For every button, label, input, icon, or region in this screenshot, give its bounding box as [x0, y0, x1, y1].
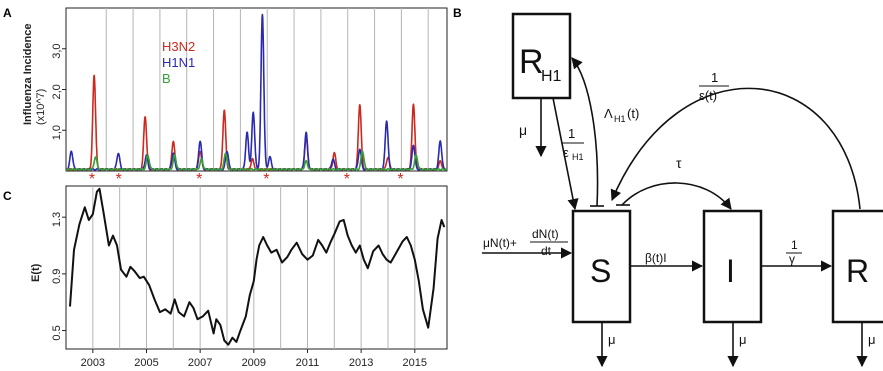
- node-i-label: I: [726, 253, 735, 289]
- epidemic-marker: *: [89, 171, 95, 188]
- arrow-r-to-s: [610, 87, 861, 210]
- i-death-rate: μ: [739, 332, 747, 347]
- incidence-plot-frame: [65, 7, 448, 172]
- y-tick-label: 1.3: [51, 212, 63, 227]
- r-to-s-den: ε(t): [699, 88, 717, 103]
- y-tick-label: 3,0: [51, 43, 63, 58]
- rh1-death-rate: μ: [519, 122, 527, 138]
- y-tick-label: 2,0: [51, 84, 63, 99]
- epidemic-marker: *: [344, 171, 350, 188]
- s-death-rate: μ: [608, 332, 616, 347]
- x-tick-label: 2005: [134, 357, 158, 369]
- e-of-t-x-ticks: 2003 2005 2007 2009 2011 2013 2015: [81, 349, 427, 369]
- rh1-to-s-den-sub: H1: [572, 152, 584, 162]
- rh1-to-s-den: ε: [563, 145, 569, 160]
- i-to-r-den: γ: [789, 252, 795, 266]
- e-of-t-y-ticks: 0.5 0.9 1.3: [51, 212, 66, 341]
- lambda-subscript: H1: [614, 114, 626, 124]
- x-tick-label: 2015: [403, 357, 427, 369]
- e-of-t-series: [69, 187, 446, 346]
- incidence-y-axis-unit: (x10^7): [35, 89, 47, 125]
- lambda-argument: (t): [627, 106, 639, 121]
- tau-label: τ: [676, 155, 682, 171]
- node-r-label: R: [846, 253, 869, 289]
- incidence-grid: [105, 8, 429, 171]
- epidemic-marker: *: [116, 171, 122, 188]
- node-s-box: [571, 209, 632, 324]
- legend-b: B: [162, 71, 171, 86]
- incidence-series: [65, 13, 448, 171]
- x-tick-label: 2003: [81, 357, 105, 369]
- node-rh1-box: [511, 12, 572, 100]
- panel-label-b: B: [453, 6, 462, 20]
- inflow-label: μN(t)+: [483, 236, 517, 250]
- epidemic-marker: *: [263, 171, 269, 188]
- x-tick-label: 2009: [242, 357, 266, 369]
- lambda-label: Λ: [604, 106, 613, 121]
- r-death-rate: μ: [868, 332, 876, 347]
- epidemic-marker: *: [397, 171, 403, 188]
- e-of-t-line: [69, 187, 446, 346]
- series-line-b: [65, 150, 448, 171]
- epidemic-marker: *: [196, 171, 202, 188]
- node-rh1-subscript: H1: [541, 68, 562, 85]
- compartment-diagram: R H1 S I R μ 1 ε H1 Λ H1 (t) 1 ε(t) τ: [482, 12, 883, 368]
- i-to-r-num: 1: [791, 238, 798, 252]
- x-tick-label: 2013: [349, 357, 373, 369]
- panel-label-a: A: [3, 6, 12, 20]
- e-of-t-chart: 0.5 0.9 1.3 2003 2005 2007 2009 2011 2013 2015 E…: [30, 185, 448, 369]
- e-of-t-grid: [92, 186, 416, 349]
- panel-label-c: C: [3, 189, 12, 203]
- y-tick-label: 0.9: [51, 269, 63, 284]
- arrow-rh1-to-s: [552, 97, 579, 211]
- x-tick-label: 2007: [188, 357, 212, 369]
- y-tick-label: 0.5: [51, 325, 63, 340]
- r-to-s-num: 1: [711, 70, 718, 85]
- node-s-label: S: [590, 253, 611, 289]
- inflow-num: dN(t): [532, 227, 559, 241]
- x-tick-label: 2011: [296, 357, 320, 369]
- legend-h3n2: H3N2: [162, 39, 195, 54]
- legend-h1n1: H1N1: [162, 55, 195, 70]
- incidence-y-ticks: 1,0 2,0 3,0: [51, 43, 66, 140]
- inflow-den: dt: [541, 244, 552, 258]
- rh1-to-s-num: 1: [568, 126, 575, 141]
- e-of-t-y-axis-title: E(t): [30, 263, 42, 282]
- arrow-tau: [621, 182, 732, 210]
- y-tick-label: 1,0: [51, 125, 63, 140]
- node-rh1-label: R: [519, 43, 544, 81]
- beta-label: β(t)I: [645, 251, 667, 265]
- incidence-chart: 1,0 2,0 3,0 * * * * * * Influenza Incidence (x1…: [22, 7, 448, 188]
- incidence-y-axis-title: Influenza Incidence: [22, 24, 34, 125]
- arrow-s-to-rh1: [571, 57, 599, 207]
- epidemic-markers: * * * * * *: [89, 171, 404, 188]
